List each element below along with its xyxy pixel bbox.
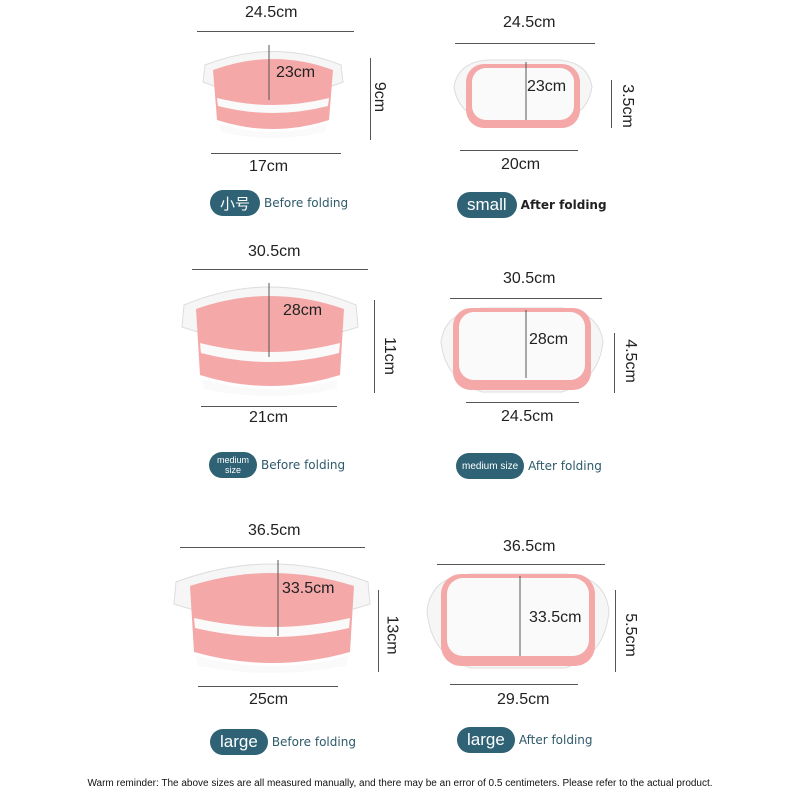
size-badge: medium size After folding	[456, 453, 602, 479]
bottom-length-line	[450, 684, 578, 685]
badge-line-2: size	[225, 465, 242, 475]
top-length-line	[192, 269, 368, 270]
height-line	[378, 590, 379, 672]
height-line	[611, 80, 612, 128]
bottom-length-label: 20cm	[501, 156, 541, 173]
height-label: 13cm	[383, 615, 401, 655]
top-length-label: 36.5cm	[248, 522, 301, 539]
depth-label: 33.5cm	[282, 580, 335, 597]
bottom-length-label: 29.5cm	[497, 691, 550, 708]
badge-note: Before folding	[271, 735, 356, 749]
top-length-line	[450, 298, 602, 299]
height-line	[615, 590, 616, 672]
top-length-line	[455, 43, 595, 44]
bottom-length-line	[460, 150, 578, 151]
basin-illustration	[202, 45, 344, 138]
size-badge: large Before folding	[210, 729, 356, 755]
badge-note: After folding	[528, 459, 602, 473]
top-length-label: 30.5cm	[248, 243, 301, 260]
size-badge: small After folding	[457, 192, 607, 218]
top-length-label: 24.5cm	[503, 14, 556, 31]
badge-note: After folding	[518, 733, 593, 747]
size-badge: large After folding	[457, 727, 593, 753]
depth-label: 33.5cm	[529, 609, 582, 626]
warm-reminder-footer: Warm reminder: The above sizes are all m…	[87, 778, 713, 789]
bottom-length-label: 24.5cm	[501, 408, 554, 425]
height-label: 4.5cm	[621, 339, 639, 383]
top-length-line	[197, 31, 354, 32]
bottom-length-line	[201, 406, 337, 407]
bottom-length-label: 17cm	[249, 158, 289, 175]
size-badge: 小号 Before folding	[210, 190, 348, 216]
badge-note: Before folding	[261, 458, 346, 472]
bottom-length-line	[211, 153, 341, 154]
basin-illustration	[440, 307, 604, 393]
bottom-length-label: 21cm	[249, 409, 289, 426]
top-length-label: 36.5cm	[503, 538, 556, 555]
badge-pill: small	[457, 192, 517, 218]
top-length-label: 30.5cm	[503, 270, 556, 287]
basin-illustration	[173, 560, 371, 673]
top-length-line	[180, 547, 365, 548]
height-line	[374, 300, 375, 393]
badge-pill: large	[210, 729, 268, 755]
badge-line-1: medium	[217, 455, 250, 465]
size-badge: medium size Before folding	[209, 452, 345, 478]
badge-pill: 小号	[210, 190, 261, 216]
height-line	[614, 333, 615, 393]
badge-note: After folding	[520, 198, 607, 212]
badge-pill: medium size	[209, 452, 258, 478]
height-line	[370, 58, 371, 140]
height-label: 3.5cm	[618, 84, 636, 128]
depth-label: 23cm	[276, 64, 316, 81]
height-label: 5.5cm	[621, 613, 639, 657]
basin-illustration	[426, 573, 610, 669]
bottom-length-line	[466, 402, 579, 403]
top-length-line	[437, 564, 605, 565]
badge-note: Before folding	[264, 196, 349, 210]
depth-label: 23cm	[527, 78, 567, 95]
height-label: 9cm	[371, 81, 389, 113]
top-length-label: 24.5cm	[245, 4, 298, 21]
badge-pill: large	[457, 727, 515, 753]
basin-illustration	[453, 59, 593, 128]
height-label: 11cm	[380, 337, 398, 375]
depth-label: 28cm	[529, 331, 569, 348]
basin-illustration	[181, 283, 359, 396]
badge-pill: medium size	[456, 453, 525, 479]
depth-label: 28cm	[283, 302, 323, 319]
bottom-length-line	[198, 686, 338, 687]
bottom-length-label: 25cm	[249, 691, 289, 708]
